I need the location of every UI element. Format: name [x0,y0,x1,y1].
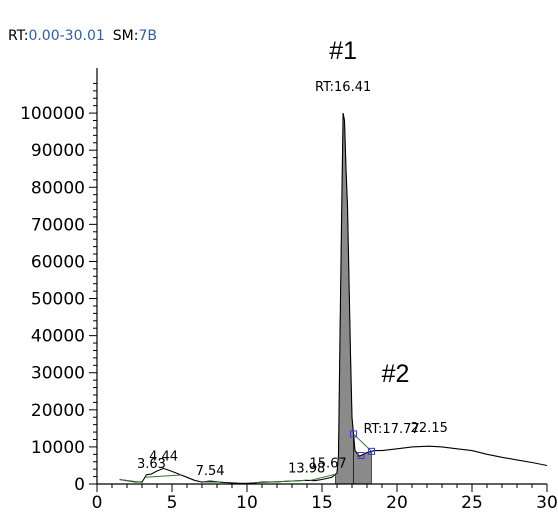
peak-rt-label: 4.44 [149,449,178,464]
peak-boundary-marker [368,447,375,455]
peak-rt-label: 3.63 [137,457,166,472]
peak-boundary-marker [350,430,357,438]
y-tick-label: 10000 [31,438,85,458]
peak-rt-label: 7.54 [196,464,225,479]
peak-rt-label: 13.98 [288,461,325,476]
peak-marker-label: #2 [382,360,410,388]
x-tick-label: 25 [461,493,483,513]
peak-rt-label: RT:17.77 [363,422,419,437]
x-tick-label: 30 [536,493,558,513]
x-tick-label: 15 [311,493,333,513]
sm-value: 7B [138,28,157,44]
sm-label: SM: [113,28,139,44]
y-tick-label: 40000 [31,327,85,347]
peak-boundary-marker [357,451,365,459]
peak-fill-1 [335,113,354,485]
rt-range-label: RT: [8,28,28,44]
y-tick-label: 50000 [31,290,85,310]
y-tick-label: 100000 [20,104,85,124]
integration-baseline [255,479,306,484]
plot-area: 0 10000 20000 30000 40000 50000 60000 70000 8000… [20,37,558,513]
x-tick-label: 20 [386,493,408,513]
integration-baseline [309,473,336,481]
chromatogram-trace [119,112,548,484]
peak-rt-label: RT:16.41 [315,80,371,95]
x-tick-label: 0 [92,493,103,513]
y-tick-label: 80000 [31,178,85,198]
header-info: RT:0.00-30.01 SM:7B [8,28,157,44]
x-tick-label: 10 [236,493,258,513]
y-tick-label: 70000 [31,215,85,235]
peak-marker-label: #1 [329,37,357,65]
peak-rt-label: 15.67 [309,456,346,471]
peak-rt-label: 22.15 [411,421,448,436]
integration-baseline [144,474,182,478]
y-tick-label: 30000 [31,364,85,384]
y-tick-label: 90000 [31,141,85,161]
integration-baseline [119,479,141,483]
x-tick-label: 5 [167,493,178,513]
y-tick-label: 20000 [31,401,85,421]
y-tick-label: 60000 [31,252,85,272]
rt-range-value: 0.00-30.01 [28,28,104,44]
y-tick-label: 0 [74,475,85,495]
